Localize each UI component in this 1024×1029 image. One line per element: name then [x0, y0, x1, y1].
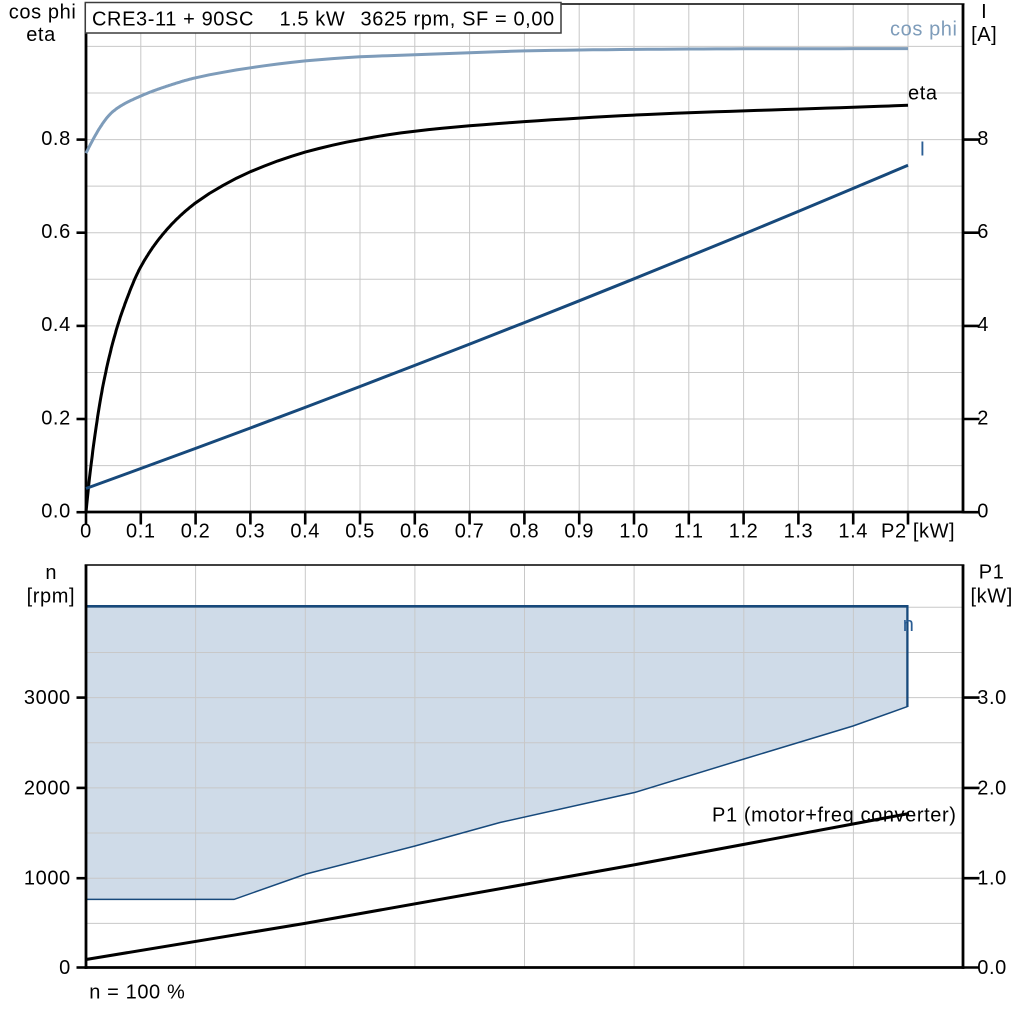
svg-text:cos phi: cos phi: [9, 1, 77, 23]
svg-text:0.8: 0.8: [41, 128, 71, 150]
svg-text:n = 100 %: n = 100 %: [89, 982, 185, 1004]
svg-text:1.4: 1.4: [838, 520, 868, 542]
svg-text:n: n: [903, 614, 915, 636]
svg-text:cos phi: cos phi: [890, 19, 958, 41]
svg-text:0.3: 0.3: [236, 520, 266, 542]
svg-text:1.3: 1.3: [784, 520, 814, 542]
svg-text:n: n: [45, 562, 57, 584]
svg-text:6: 6: [977, 221, 989, 243]
svg-text:1.5 kW: 1.5 kW: [280, 9, 346, 31]
svg-text:[kW]: [kW]: [971, 585, 1013, 607]
svg-text:3625 rpm, SF = 0,00: 3625 rpm, SF = 0,00: [361, 9, 555, 31]
svg-text:P1: P1: [979, 562, 1005, 584]
svg-text:2.0: 2.0: [977, 777, 1007, 799]
svg-text:0: 0: [80, 520, 92, 542]
svg-text:2: 2: [977, 407, 989, 429]
svg-text:2000: 2000: [24, 777, 71, 799]
svg-text:1.1: 1.1: [674, 520, 704, 542]
svg-text:1.0: 1.0: [977, 868, 1007, 890]
svg-text:0.4: 0.4: [290, 520, 320, 542]
svg-text:0.0: 0.0: [977, 957, 1007, 979]
svg-text:0: 0: [977, 501, 989, 523]
svg-text:eta: eta: [908, 83, 938, 105]
svg-text:I: I: [920, 139, 926, 161]
svg-text:0.4: 0.4: [41, 314, 71, 336]
svg-text:3.0: 3.0: [977, 687, 1007, 709]
svg-text:0.6: 0.6: [41, 221, 71, 243]
svg-text:[rpm]: [rpm]: [27, 586, 76, 608]
svg-text:P2 [kW]: P2 [kW]: [881, 520, 955, 542]
svg-text:1000: 1000: [24, 868, 71, 890]
svg-text:P1 (motor+freq converter): P1 (motor+freq converter): [712, 805, 957, 827]
svg-text:1.2: 1.2: [729, 520, 759, 542]
svg-text:0.6: 0.6: [400, 520, 430, 542]
svg-text:CRE3-11 + 90SC: CRE3-11 + 90SC: [92, 9, 254, 31]
svg-text:[A]: [A]: [971, 24, 997, 46]
svg-text:3000: 3000: [24, 687, 71, 709]
svg-text:0.2: 0.2: [41, 407, 71, 429]
svg-text:8: 8: [977, 128, 989, 150]
svg-text:0.5: 0.5: [345, 520, 375, 542]
svg-text:0.0: 0.0: [41, 501, 71, 523]
svg-text:4: 4: [977, 314, 989, 336]
svg-text:0.7: 0.7: [455, 520, 485, 542]
svg-text:0.2: 0.2: [181, 520, 211, 542]
svg-text:0: 0: [59, 957, 71, 979]
svg-text:0.9: 0.9: [564, 520, 594, 542]
svg-text:0.1: 0.1: [126, 520, 156, 542]
svg-text:I: I: [981, 1, 987, 23]
svg-text:eta: eta: [26, 24, 56, 46]
svg-text:0.8: 0.8: [510, 520, 540, 542]
svg-text:1.0: 1.0: [619, 520, 649, 542]
